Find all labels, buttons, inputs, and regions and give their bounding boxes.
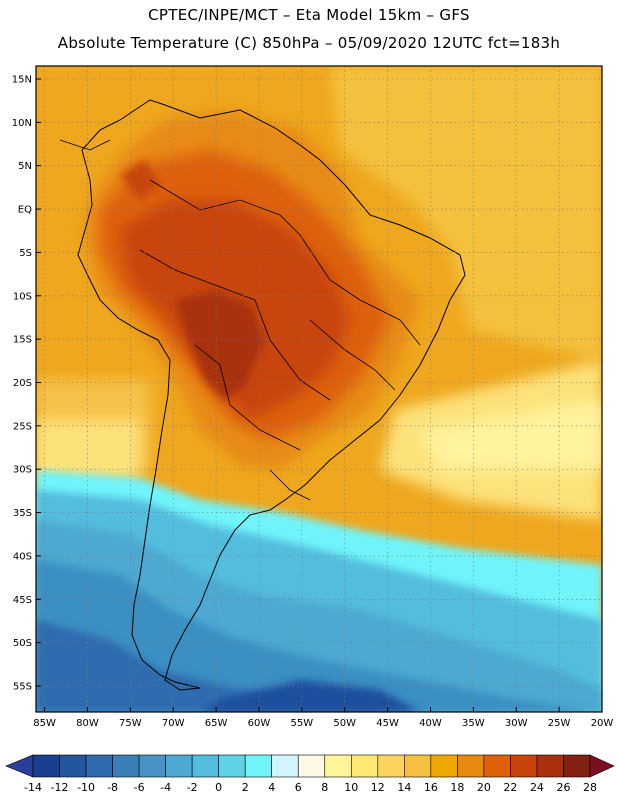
colorbar-swatch — [32, 754, 60, 778]
continent-outline — [77, 99, 466, 691]
lon-tick-label: 45W — [376, 718, 399, 729]
colorbar-label: -2 — [187, 781, 198, 794]
lon-tick-label: 20W — [591, 718, 614, 729]
colorbar-label: 26 — [556, 781, 570, 794]
lat-tick-label: 20S — [13, 378, 32, 389]
colorbar-label: 20 — [477, 781, 491, 794]
lon-tick-label: 75W — [119, 718, 142, 729]
colorbar-swatch — [483, 754, 511, 778]
colorbar-swatch — [165, 754, 193, 778]
colorbar-label: -6 — [134, 781, 145, 794]
lat-tick-label: 15S — [13, 335, 32, 346]
colorbar-label: 14 — [397, 781, 411, 794]
border-uruguay — [269, 469, 311, 501]
lat-tick-label: 25S — [13, 421, 32, 432]
colorbar-swatch — [324, 754, 352, 778]
lat-tick-label: 40S — [13, 551, 32, 562]
longitude-axis: 85W 80W 75W 70W 65W 60W 55W 50W 45W 40W 35W 30W 25W 2… — [33, 707, 613, 729]
border-bolivia-paraguay — [194, 344, 301, 451]
lon-tick-label: 60W — [248, 718, 271, 729]
lon-tick-label: 55W — [291, 718, 314, 729]
lon-tick-label: 70W — [162, 718, 185, 729]
colorbar-swatch — [244, 754, 273, 778]
latitude-axis: 15N 10N 5N EQ 5S 10S 15S 20S 25S 30S 35S 40S 45S 50S 5… — [12, 75, 41, 692]
colorbar-label: -14 — [24, 781, 42, 794]
plot-frame — [35, 65, 603, 713]
lon-tick-label: 85W — [33, 718, 56, 729]
field-mid-blue — [36, 560, 602, 712]
colorbar-under-arrow — [5, 754, 34, 778]
field-deep-blue — [36, 620, 430, 712]
colorbar-swatch — [457, 754, 485, 778]
lat-tick-label: 5N — [18, 161, 32, 172]
lat-tick-label: 45S — [13, 595, 32, 606]
colorbar-swatch — [430, 754, 458, 778]
border-brazil-states-1 — [299, 234, 421, 346]
colorbar-label: -12 — [51, 781, 69, 794]
colorbar-label: 6 — [295, 781, 302, 794]
colorbar-swatch — [297, 754, 326, 778]
colorbar-label: 2 — [242, 781, 249, 794]
colorbar-swatch — [138, 754, 166, 778]
colorbar-swatch — [510, 754, 538, 778]
lat-tick-label: 10S — [13, 291, 32, 302]
field-pacific-lightyellow — [36, 420, 140, 480]
map-subtitle: Absolute Temperature (C) 850hPa – 05/09/… — [57, 34, 561, 52]
lat-tick-label: 15N — [12, 75, 32, 86]
map-title: CPTEC/INPE/MCT – Eta Model 15km – GFS — [148, 6, 470, 24]
lon-tick-label: 40W — [419, 718, 442, 729]
colorbar-swatch — [218, 754, 246, 778]
colorbar-label: 16 — [424, 781, 438, 794]
lon-tick-label: 30W — [505, 718, 528, 729]
colorbar-label: -4 — [160, 781, 171, 794]
lat-tick-label: 35S — [13, 508, 32, 519]
colorbar-swatch — [271, 754, 299, 778]
field-north-atlantic-yellow — [330, 66, 602, 360]
colorbar-swatch — [191, 754, 219, 778]
colorbar-label: 4 — [268, 781, 275, 794]
colorbar-swatch — [404, 754, 432, 778]
lon-tick-label: 65W — [205, 718, 228, 729]
colorbar-swatch — [85, 754, 113, 778]
colorbar-label: 28 — [583, 781, 597, 794]
colorbar-label: 24 — [530, 781, 544, 794]
lon-tick-label: 35W — [462, 718, 485, 729]
field-darkest-blue — [200, 680, 420, 712]
colorbar-over-arrow — [589, 754, 615, 778]
lon-tick-label: 50W — [333, 718, 356, 729]
lat-tick-label: 10N — [12, 118, 32, 129]
colorbar-label: 18 — [450, 781, 464, 794]
border-brazil-states-2 — [309, 319, 396, 391]
colorbar-swatch — [350, 754, 379, 778]
lon-tick-label: 25W — [548, 718, 571, 729]
lat-tick-label: 55S — [13, 681, 32, 692]
border-brazil-west — [139, 249, 331, 401]
lat-tick-label: 30S — [13, 465, 32, 476]
lon-tick-label: 80W — [76, 718, 99, 729]
colorbar-swatch — [377, 754, 405, 778]
colorbar-label: 10 — [344, 781, 358, 794]
lat-tick-label: 50S — [13, 638, 32, 649]
colorbar-label: 12 — [371, 781, 385, 794]
colorbar-swatch — [563, 754, 591, 778]
central-america-outline — [59, 139, 111, 151]
colorbar-label: 0 — [215, 781, 222, 794]
border-north — [149, 179, 301, 236]
colorbar: -14 -12 -10 -8 -6 -4 -2 0 2 4 6 8 10 12 14 16 18 20 22 24 26… — [5, 754, 615, 794]
colorbar-label: 8 — [321, 781, 328, 794]
colorbar-swatch — [536, 754, 564, 778]
colorbar-label: -8 — [107, 781, 118, 794]
lat-tick-label: EQ — [18, 205, 32, 216]
field-land-dark-red — [175, 290, 265, 400]
field-pale-yellow-band — [420, 400, 602, 470]
field-colombia-hot — [120, 160, 160, 200]
temperature-field — [36, 66, 602, 712]
lat-tick-label: 5S — [19, 248, 32, 259]
colorbar-swatch — [59, 754, 87, 778]
colorbar-label: 22 — [503, 781, 517, 794]
colorbar-swatch — [112, 754, 140, 778]
colorbar-label: -10 — [77, 781, 95, 794]
